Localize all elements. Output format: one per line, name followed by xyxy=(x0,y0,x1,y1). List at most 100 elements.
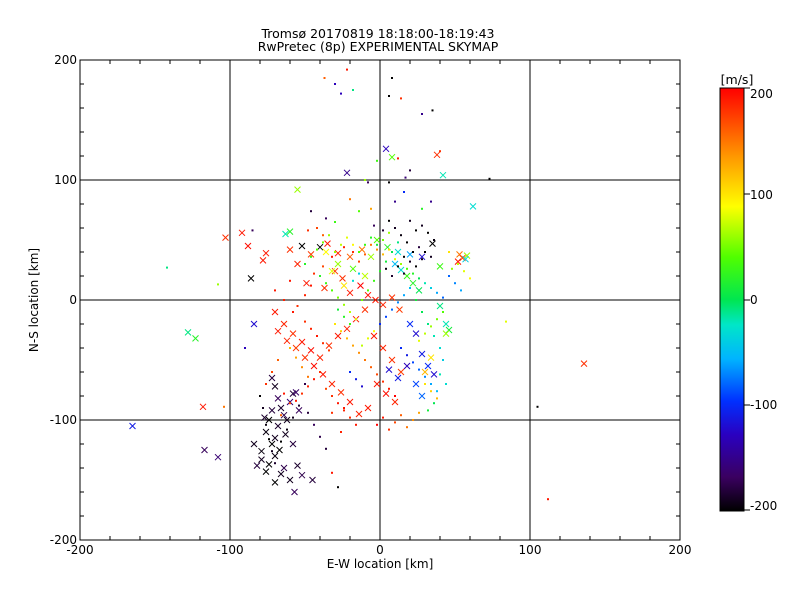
marker-dot xyxy=(296,305,299,307)
marker-x xyxy=(436,263,444,270)
marker-dot xyxy=(391,77,393,79)
marker-x xyxy=(462,255,469,263)
marker-x xyxy=(271,479,279,486)
marker-dot xyxy=(283,392,285,395)
marker-x xyxy=(334,332,342,340)
marker-x xyxy=(280,411,288,419)
marker-x xyxy=(277,470,285,478)
marker-dot xyxy=(364,179,366,181)
marker-dot xyxy=(271,450,273,453)
marker-x xyxy=(346,253,354,261)
marker-x xyxy=(294,260,301,268)
marker-dot xyxy=(352,243,354,246)
marker-dot xyxy=(370,207,372,210)
marker-x xyxy=(340,282,348,289)
marker-dot xyxy=(292,416,294,419)
marker-dot xyxy=(352,89,354,91)
marker-dot xyxy=(388,95,390,97)
marker-x xyxy=(397,368,405,376)
colorbar-label: [m/s] xyxy=(721,72,754,87)
marker-x xyxy=(271,308,279,316)
marker-dot xyxy=(307,375,309,378)
marker-x xyxy=(295,407,303,414)
marker-x xyxy=(292,344,300,352)
marker-x xyxy=(406,320,414,328)
marker-dot xyxy=(439,150,441,153)
marker-dot xyxy=(313,423,315,426)
marker-dot xyxy=(404,176,407,179)
marker-x xyxy=(322,248,330,256)
marker-x xyxy=(280,464,288,472)
marker-dot xyxy=(370,236,372,239)
marker-dot xyxy=(379,270,381,273)
marker-dot xyxy=(412,272,414,275)
marker-x xyxy=(418,392,426,400)
marker-dot xyxy=(406,426,408,429)
marker-dot xyxy=(361,344,363,347)
marker-x xyxy=(222,234,229,241)
marker-x xyxy=(286,246,294,253)
marker-dot xyxy=(460,289,462,292)
marker-x xyxy=(307,347,315,354)
colorbar-tick-label: 0 xyxy=(750,293,758,307)
marker-x xyxy=(258,456,265,463)
marker-dot xyxy=(280,440,282,443)
marker-x xyxy=(370,332,378,340)
x-tick-label: 200 xyxy=(669,543,692,557)
marker-dot xyxy=(358,272,360,275)
marker-x xyxy=(379,301,387,309)
marker-dot xyxy=(388,428,390,431)
marker-dot xyxy=(334,221,336,223)
marker-x xyxy=(442,320,450,328)
marker-dot xyxy=(328,349,330,352)
x-tick-label: -200 xyxy=(66,543,93,557)
marker-dot xyxy=(406,241,408,244)
marker-x xyxy=(247,275,255,282)
marker-dot xyxy=(286,428,288,431)
marker-dot xyxy=(403,255,405,258)
marker-dot xyxy=(388,219,390,222)
marker-dot xyxy=(457,263,459,265)
marker-dot xyxy=(391,308,393,311)
colorbar-tick-label: -200 xyxy=(750,499,777,513)
marker-dot xyxy=(337,402,339,405)
marker-dot xyxy=(265,383,267,385)
marker-x xyxy=(250,440,258,448)
marker-dot xyxy=(304,320,306,323)
marker-x xyxy=(454,258,462,265)
grid xyxy=(80,60,680,540)
marker-dot xyxy=(421,311,423,313)
x-tick-label: -100 xyxy=(216,543,243,557)
marker-dot xyxy=(289,347,291,349)
marker-dot xyxy=(358,351,360,354)
marker-dot xyxy=(166,266,168,269)
marker-dot xyxy=(358,251,360,253)
marker-dot xyxy=(349,323,351,325)
marker-dot xyxy=(409,260,411,263)
marker-dot xyxy=(439,347,441,349)
marker-dot xyxy=(382,253,384,256)
marker-x xyxy=(325,342,333,349)
marker-dot xyxy=(322,241,324,244)
marker-x xyxy=(262,428,270,436)
marker-dot xyxy=(355,423,357,426)
marker-dot xyxy=(343,303,345,306)
marker-dot xyxy=(488,177,491,180)
marker-dot xyxy=(415,265,417,268)
marker-dot xyxy=(343,407,345,409)
marker-dot xyxy=(436,390,438,393)
marker-dot xyxy=(358,260,360,263)
marker-x xyxy=(292,389,300,396)
marker-x xyxy=(271,383,279,390)
marker-x xyxy=(364,291,372,299)
marker-x xyxy=(379,344,387,352)
marker-x xyxy=(276,446,283,454)
marker-dot xyxy=(376,243,378,246)
marker-dot xyxy=(310,327,312,330)
marker-dot xyxy=(394,421,396,424)
marker-dot xyxy=(337,308,339,311)
marker-dot xyxy=(319,435,321,438)
marker-dot xyxy=(325,282,327,285)
marker-dot xyxy=(346,337,348,340)
